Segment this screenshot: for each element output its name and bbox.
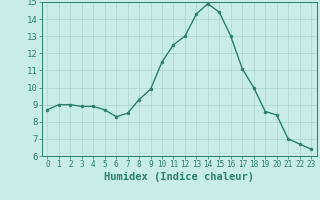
X-axis label: Humidex (Indice chaleur): Humidex (Indice chaleur) [104,172,254,182]
